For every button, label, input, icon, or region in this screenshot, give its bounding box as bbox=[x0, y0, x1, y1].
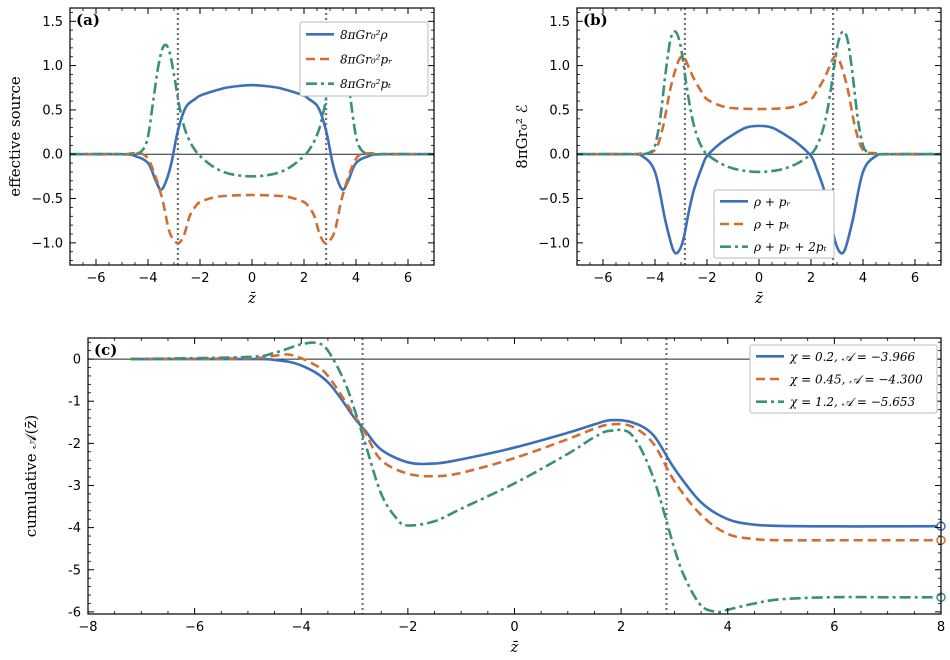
panel-label: (b) bbox=[583, 11, 608, 29]
legend: ρ + pᵣ ρ + pₜ ρ + pᵣ + 2pₜ bbox=[713, 189, 835, 259]
series-line-c-1 bbox=[130, 353, 941, 542]
series-line-c-0 bbox=[130, 357, 941, 528]
panel-label: (a) bbox=[76, 11, 100, 29]
x-tick-label: 0 bbox=[755, 271, 763, 286]
y-tick-label: 1.5 bbox=[549, 15, 570, 30]
x-tick-label: 6 bbox=[911, 271, 919, 286]
legend-entry: χ = 0.2, 𝒜 = −3.966 bbox=[789, 350, 915, 364]
series-line-b-1 bbox=[577, 54, 941, 156]
x-tick-label: −2 bbox=[697, 271, 716, 286]
x-tick-label: 0 bbox=[510, 620, 518, 635]
legend-entry: 8πGr₀²pₜ bbox=[340, 77, 391, 91]
legend: χ = 0.2, 𝒜 = −3.966 χ = 0.45, 𝒜 = −4.300 χ… bbox=[749, 344, 938, 414]
panel-b: −6 −4 −2 0 2 4 6 −1.0 −0.5 0.0 0.5 1.0 1.5 z̄ 8πGr₀² ℰ… bbox=[513, 7, 942, 307]
y-tick-label: 0 bbox=[73, 353, 81, 368]
x-tick-label: 4 bbox=[352, 271, 360, 286]
y-tick-label: 1.0 bbox=[42, 59, 63, 74]
legend-entry: χ = 0.45, 𝒜 = −4.300 bbox=[789, 373, 923, 387]
y-tick-label: 0.5 bbox=[549, 103, 570, 118]
x-axis-label: z̄ bbox=[247, 289, 256, 307]
series-line-a-1 bbox=[70, 151, 434, 245]
y-tick-label: 0.0 bbox=[42, 148, 63, 163]
y-tick-label: -6 bbox=[68, 605, 81, 620]
x-axis-label: z̄ bbox=[754, 289, 763, 307]
x-tick-label: −8 bbox=[78, 620, 97, 635]
y-tick-label: −1.0 bbox=[31, 236, 63, 251]
legend-entry: 8πGr₀²ρ bbox=[340, 28, 388, 42]
y-tick-label: -1 bbox=[68, 395, 81, 410]
x-tick-label: 2 bbox=[617, 620, 625, 635]
x-tick-label: 8 bbox=[937, 620, 945, 635]
legend-entry: 8πGr₀²pᵣ bbox=[340, 53, 392, 67]
y-tick-label: -4 bbox=[68, 521, 81, 536]
legend-entry: ρ + pᵣ + 2pₜ bbox=[753, 240, 827, 254]
x-tick-label: −6 bbox=[86, 271, 105, 286]
y-tick-label: 1.0 bbox=[549, 59, 570, 74]
y-tick-label: -5 bbox=[68, 563, 81, 578]
y-tick-label: 0.5 bbox=[42, 103, 63, 118]
y-tick-label: 1.5 bbox=[42, 15, 63, 30]
y-tick-label: −0.5 bbox=[31, 192, 63, 207]
x-tick-label: −4 bbox=[292, 620, 311, 635]
x-tick-label: −6 bbox=[185, 620, 204, 635]
y-tick-label: 0.0 bbox=[549, 148, 570, 163]
x-tick-label: −2 bbox=[398, 620, 417, 635]
y-tick-label: -3 bbox=[68, 479, 81, 494]
legend-entry: χ = 1.2, 𝒜 = −5.653 bbox=[789, 395, 915, 409]
y-tick-label: -2 bbox=[68, 437, 81, 452]
panel-label: (c) bbox=[94, 341, 117, 359]
x-tick-label: 2 bbox=[300, 271, 308, 286]
x-tick-label: −4 bbox=[138, 271, 157, 286]
x-tick-label: 0 bbox=[248, 271, 256, 286]
x-tick-label: −4 bbox=[645, 271, 664, 286]
y-axis-label: effective source bbox=[6, 76, 24, 197]
series-line-b-0 bbox=[577, 124, 941, 255]
y-tick-label: −1.0 bbox=[538, 236, 570, 251]
legend-entry: ρ + pₜ bbox=[753, 218, 789, 232]
x-tick-label: −6 bbox=[593, 271, 612, 286]
series-line-a-0 bbox=[70, 83, 434, 191]
x-tick-label: 4 bbox=[724, 620, 732, 635]
x-tick-label: 6 bbox=[404, 271, 412, 286]
y-axis-label: cumulative 𝒜(z̄) bbox=[22, 415, 40, 537]
x-axis-label: z̄ bbox=[510, 638, 519, 656]
x-tick-label: 6 bbox=[830, 620, 838, 635]
legend: 8πGr₀²ρ 8πGr₀²pᵣ 8πGr₀²pₜ bbox=[299, 21, 429, 97]
x-tick-label: −2 bbox=[190, 271, 209, 286]
y-axis-label: 8πGr₀² ℰ bbox=[513, 104, 531, 168]
panel-c: −8 −6 −4 −2 0 2 4 6 8 0 -1 -2 -3 -4 -5 -6 z̄ cumulative 𝒜… bbox=[22, 337, 946, 656]
x-tick-label: 4 bbox=[859, 271, 867, 286]
series-line-b-2 bbox=[577, 30, 941, 174]
panel-a: −6 −4 −2 0 2 4 6 −1.0 −0.5 0.0 0.5 1.0 1.5 z̄ effectiv… bbox=[6, 7, 435, 307]
legend-entry: ρ + pᵣ bbox=[753, 195, 791, 209]
y-tick-label: −0.5 bbox=[538, 192, 570, 207]
x-tick-label: 2 bbox=[807, 271, 815, 286]
